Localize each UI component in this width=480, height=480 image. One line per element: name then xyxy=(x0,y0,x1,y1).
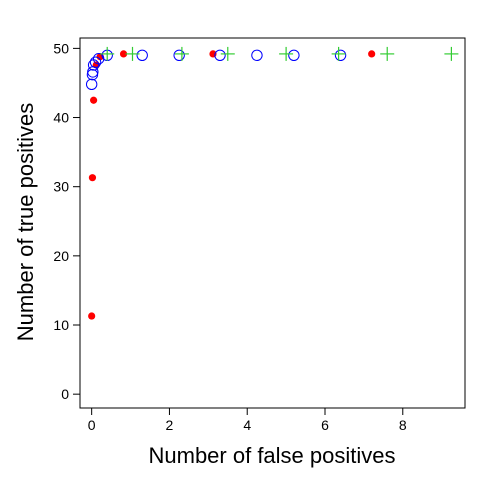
data-point-green xyxy=(125,46,140,61)
data-point-red xyxy=(88,174,97,182)
y-tick-label: 50 xyxy=(53,40,69,56)
y-tick-label: 20 xyxy=(53,248,69,264)
data-point-green xyxy=(220,46,235,61)
data-point-blue xyxy=(334,49,347,61)
x-tick-label: 0 xyxy=(88,417,96,433)
y-axis-title: Number of true positives xyxy=(13,103,38,341)
x-tick-label: 2 xyxy=(166,417,174,433)
data-point-red xyxy=(88,312,96,320)
x-tick-label: 8 xyxy=(399,417,407,433)
y-tick-label: 30 xyxy=(53,179,69,195)
x-axis-title: Number of false positives xyxy=(149,443,396,468)
data-point-blue xyxy=(173,49,185,61)
data-point-blue xyxy=(85,78,98,91)
data-marks xyxy=(85,46,459,320)
data-point-green xyxy=(331,46,346,61)
y-tick-label: 10 xyxy=(53,317,69,333)
data-point-blue xyxy=(214,49,226,61)
data-point-blue xyxy=(136,49,148,61)
axes: 0 2 4 6 8 0 10 20 30 40 50 xyxy=(53,40,406,433)
data-point-blue xyxy=(251,49,263,61)
data-point-red xyxy=(209,50,217,58)
data-point-green xyxy=(100,46,115,61)
x-tick-label: 4 xyxy=(243,417,251,433)
x-tick-label: 6 xyxy=(321,417,329,433)
data-point-blue xyxy=(89,56,102,68)
data-point-red xyxy=(119,50,128,58)
y-tick-label: 40 xyxy=(53,110,69,126)
data-point-green xyxy=(444,46,459,61)
plot-frame xyxy=(79,37,466,409)
data-point-green xyxy=(279,46,294,61)
data-point-red xyxy=(368,50,376,58)
data-point-red xyxy=(90,96,98,104)
data-point-green xyxy=(174,46,189,61)
data-point-green xyxy=(380,46,395,61)
y-tick-label: 0 xyxy=(61,386,69,402)
data-point-blue xyxy=(288,49,300,61)
